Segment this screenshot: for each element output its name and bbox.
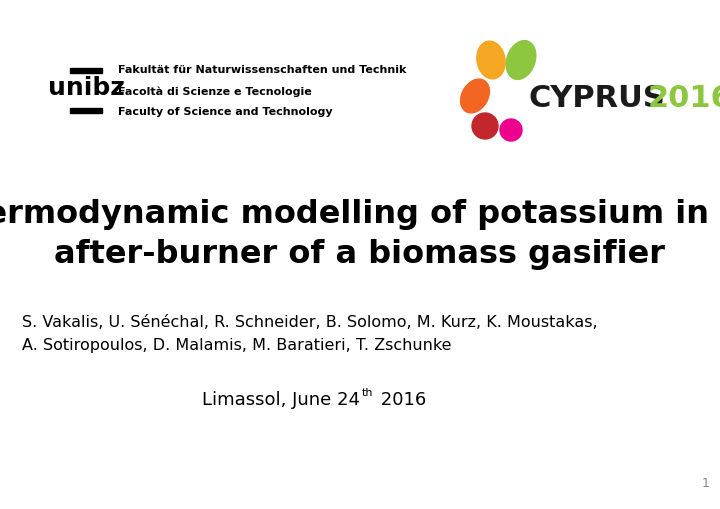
Ellipse shape — [461, 79, 490, 113]
Bar — [70, 68, 102, 73]
Text: 1: 1 — [702, 477, 710, 490]
Text: CYPRUS: CYPRUS — [529, 83, 666, 112]
Ellipse shape — [477, 41, 505, 79]
Text: th: th — [362, 388, 374, 398]
Text: Limassol, June 24: Limassol, June 24 — [202, 391, 360, 409]
Text: Facoltà di Scienze e Tecnologie: Facoltà di Scienze e Tecnologie — [118, 86, 312, 97]
Circle shape — [472, 113, 498, 139]
Text: Fakultät für Naturwissenschaften und Technik: Fakultät für Naturwissenschaften und Tec… — [118, 65, 406, 75]
Circle shape — [500, 119, 522, 141]
Ellipse shape — [506, 41, 536, 79]
Text: A. Sotiropoulos, D. Malamis, M. Baratieri, T. Zschunke: A. Sotiropoulos, D. Malamis, M. Baratier… — [22, 338, 451, 353]
Text: after-burner of a biomass gasifier: after-burner of a biomass gasifier — [55, 240, 665, 270]
Text: Thermodynamic modelling of potassium in the: Thermodynamic modelling of potassium in … — [0, 200, 720, 231]
Text: 2016: 2016 — [375, 391, 426, 409]
Bar — [70, 108, 102, 113]
Text: 2016: 2016 — [648, 83, 720, 112]
Text: unibz: unibz — [48, 76, 125, 100]
Text: Faculty of Science and Technology: Faculty of Science and Technology — [118, 107, 333, 117]
Text: S. Vakalis, U. Sénéchal, R. Schneider, B. Solomo, M. Kurz, K. Moustakas,: S. Vakalis, U. Sénéchal, R. Schneider, B… — [22, 315, 598, 330]
